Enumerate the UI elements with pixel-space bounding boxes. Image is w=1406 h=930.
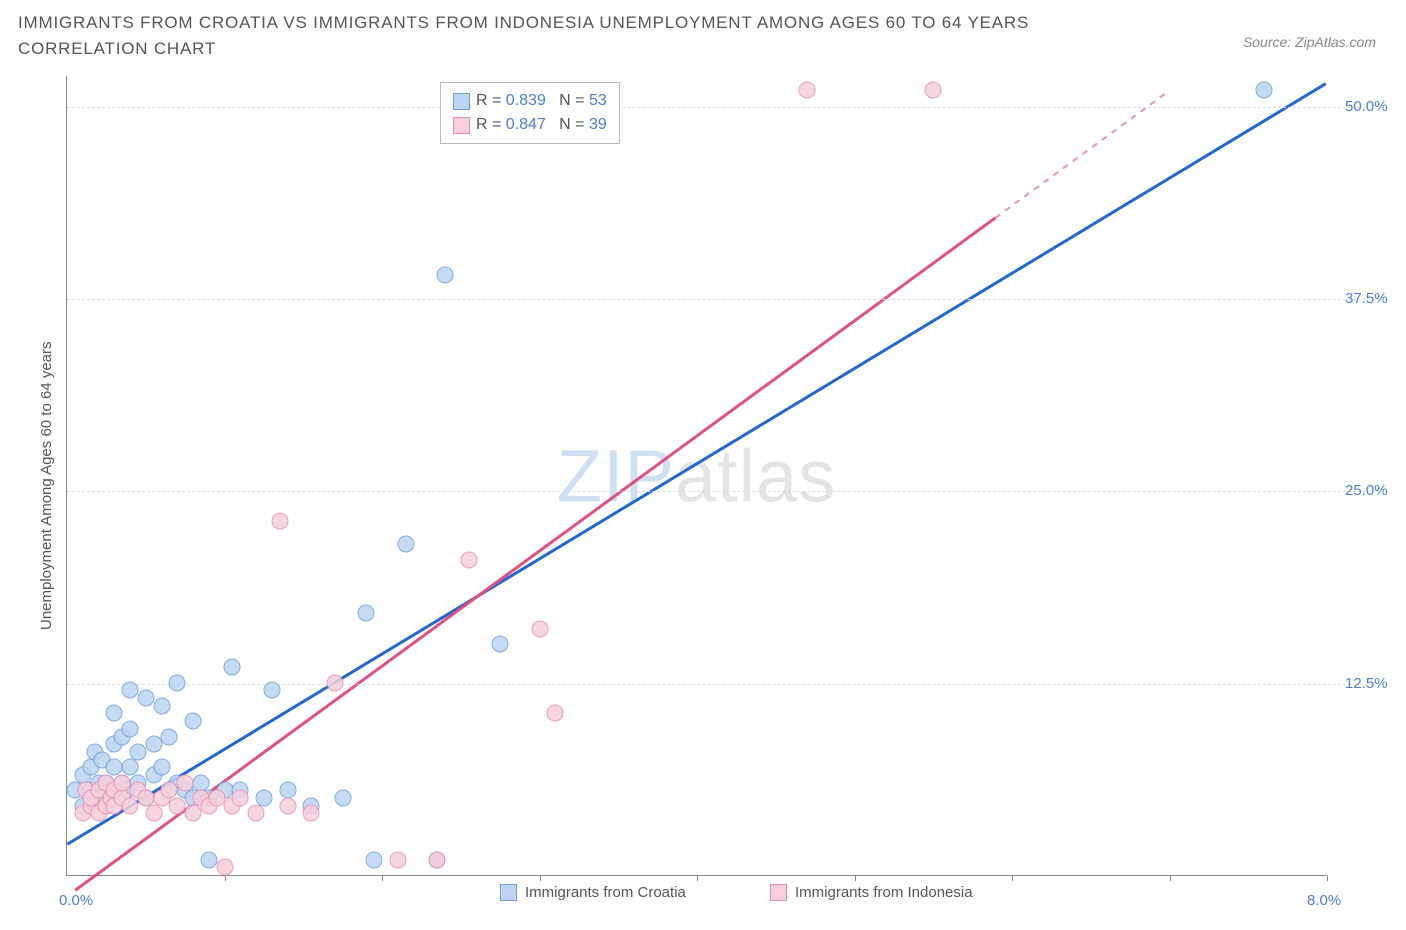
data-point — [161, 728, 178, 745]
data-point — [531, 620, 548, 637]
data-point — [153, 697, 170, 714]
data-point — [263, 682, 280, 699]
stats-legend-row: R = 0.839 N = 53 — [453, 89, 607, 113]
data-point — [106, 705, 123, 722]
x-tick — [855, 875, 856, 881]
data-point — [137, 790, 154, 807]
data-point — [492, 636, 509, 653]
x-tick — [225, 875, 226, 881]
source-attribution: Source: ZipAtlas.com — [1243, 34, 1376, 50]
x-tick — [1012, 875, 1013, 881]
data-point — [303, 805, 320, 822]
swatch-icon — [453, 117, 470, 134]
stats-legend-row: R = 0.847 N = 39 — [453, 113, 607, 137]
data-point — [169, 797, 186, 814]
data-point — [122, 759, 139, 776]
x-tick — [1327, 875, 1328, 881]
swatch-icon — [453, 93, 470, 110]
data-point — [122, 797, 139, 814]
swatch-icon — [770, 884, 787, 901]
data-point — [429, 851, 446, 868]
data-point — [200, 851, 217, 868]
y-tick-label: 37.5% — [1345, 290, 1406, 307]
data-point — [122, 682, 139, 699]
x-tick — [540, 875, 541, 881]
gridline — [67, 107, 1366, 108]
data-point — [255, 790, 272, 807]
gridline — [67, 491, 1366, 492]
data-point — [224, 659, 241, 676]
data-point — [1256, 82, 1273, 99]
gridline — [67, 299, 1366, 300]
legend-label: Immigrants from Croatia — [525, 884, 686, 901]
data-point — [122, 720, 139, 737]
data-point — [326, 674, 343, 691]
data-point — [279, 797, 296, 814]
gridline — [67, 684, 1366, 685]
data-point — [153, 759, 170, 776]
swatch-icon — [500, 884, 517, 901]
bottom-legend-indonesia: Immigrants from Indonesia — [770, 884, 973, 901]
data-point — [460, 551, 477, 568]
data-point — [169, 674, 186, 691]
data-point — [334, 790, 351, 807]
data-point — [137, 690, 154, 707]
x-tick — [697, 875, 698, 881]
data-point — [271, 513, 288, 530]
watermark: ZIPatlas — [557, 433, 836, 518]
data-point — [145, 736, 162, 753]
data-point — [358, 605, 375, 622]
x-tick-label: 0.0% — [59, 892, 93, 909]
data-point — [185, 805, 202, 822]
x-tick — [1170, 875, 1171, 881]
data-point — [177, 774, 194, 791]
data-point — [437, 267, 454, 284]
bottom-legend-croatia: Immigrants from Croatia — [500, 884, 686, 901]
data-point — [216, 859, 233, 876]
data-point — [248, 805, 265, 822]
x-tick — [382, 875, 383, 881]
data-point — [366, 851, 383, 868]
data-point — [208, 790, 225, 807]
data-point — [397, 536, 414, 553]
y-axis-label: Unemployment Among Ages 60 to 64 years — [38, 341, 55, 630]
legend-label: Immigrants from Indonesia — [795, 884, 973, 901]
scatter-plot-area: ZIPatlas 12.5%25.0%37.5%50.0%0.0%8.0% — [66, 76, 1326, 876]
data-point — [547, 705, 564, 722]
y-tick-label: 12.5% — [1345, 675, 1406, 692]
data-point — [145, 805, 162, 822]
data-point — [389, 851, 406, 868]
stats-legend-box: R = 0.839 N = 53 R = 0.847 N = 39 — [440, 82, 620, 144]
data-point — [232, 790, 249, 807]
data-point — [799, 82, 816, 99]
data-point — [114, 774, 131, 791]
trend-lines-layer — [67, 76, 1326, 875]
data-point — [185, 713, 202, 730]
data-point — [129, 743, 146, 760]
chart-title: IMMIGRANTS FROM CROATIA VS IMMIGRANTS FR… — [18, 10, 1118, 61]
data-point — [106, 759, 123, 776]
data-point — [161, 782, 178, 799]
y-tick-label: 25.0% — [1345, 482, 1406, 499]
y-tick-label: 50.0% — [1345, 98, 1406, 115]
data-point — [925, 82, 942, 99]
x-tick-label: 8.0% — [1307, 892, 1341, 909]
